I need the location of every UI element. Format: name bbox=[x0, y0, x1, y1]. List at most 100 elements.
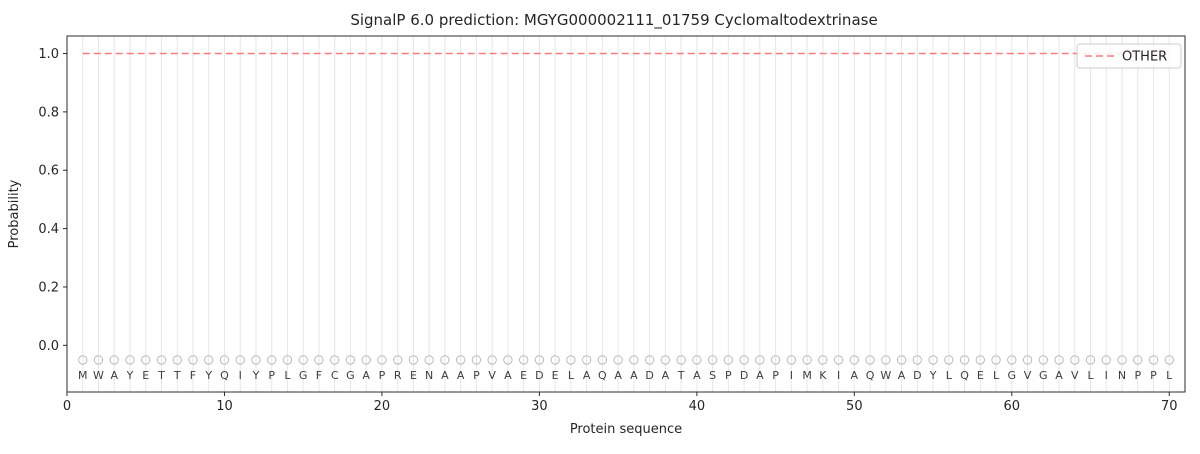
y-tick-label: 0.2 bbox=[38, 280, 59, 295]
residue-letter: A bbox=[630, 369, 638, 382]
residue-letter: D bbox=[913, 369, 921, 382]
residue-letter: A bbox=[851, 369, 859, 382]
residue-letter: G bbox=[299, 369, 308, 382]
residue-marker-circle bbox=[1164, 355, 1174, 365]
residue-letter: A bbox=[362, 369, 370, 382]
x-tick-label: 40 bbox=[689, 399, 706, 414]
residue-marker-circle bbox=[975, 355, 985, 365]
residue-marker-circle bbox=[455, 355, 466, 365]
x-axis-ticks: 0 10 20 30 40 50 60 70 bbox=[63, 392, 1178, 414]
residue-letter: A bbox=[1055, 369, 1063, 382]
residue-letter: E bbox=[520, 369, 527, 382]
residue-letter: I bbox=[1105, 369, 1108, 382]
residue-letter: A bbox=[441, 369, 449, 382]
residue-marker-circle bbox=[267, 355, 277, 365]
residue-letter: A bbox=[693, 369, 701, 382]
y-tick-label: 0.4 bbox=[38, 222, 59, 237]
residue-letter: A bbox=[662, 369, 670, 382]
residue-marker-circle bbox=[440, 355, 450, 365]
residue-marker-circle bbox=[865, 355, 875, 365]
residue-marker-circle bbox=[219, 355, 230, 365]
residue-marker-circle bbox=[1148, 355, 1159, 365]
residue-letter: A bbox=[110, 369, 118, 382]
legend: OTHER bbox=[1076, 43, 1182, 69]
residue-letter: Y bbox=[929, 369, 937, 382]
residue-letter: E bbox=[410, 369, 417, 382]
residue-marker-circle bbox=[613, 355, 623, 365]
y-tick-label: 0.6 bbox=[38, 164, 59, 179]
residue-marker-circle bbox=[676, 355, 686, 365]
residue-marker-circle bbox=[204, 355, 214, 365]
residue-marker-circle bbox=[345, 355, 356, 365]
residue-letter: T bbox=[677, 369, 685, 382]
residue-letter: M bbox=[802, 369, 812, 382]
residue-letter: N bbox=[1118, 369, 1126, 382]
y-axis-ticks: 0.0 0.2 0.4 0.6 0.8 1.0 bbox=[38, 47, 67, 354]
residue-letter: A bbox=[614, 369, 622, 382]
residue-marker-circle bbox=[109, 355, 119, 365]
residue-letter: A bbox=[583, 369, 591, 382]
x-tick-label: 70 bbox=[1161, 399, 1178, 414]
x-axis-label: Protein sequence bbox=[570, 422, 682, 437]
residue-marker-circle bbox=[377, 355, 387, 365]
residue-letter: P bbox=[725, 369, 732, 382]
plot-border bbox=[66, 35, 1186, 393]
residue-marker-circle bbox=[1054, 355, 1064, 365]
residue-marker-circle bbox=[487, 355, 497, 365]
residue-letter: N bbox=[425, 369, 433, 382]
render-layer: 0.00.20.40.60.81.00 10 20 30 40 50 60 70M W A Y E T T… bbox=[38, 36, 1178, 414]
x-tick-label: 30 bbox=[531, 399, 548, 414]
residue-marker-circle bbox=[912, 355, 923, 365]
residue-letter: W bbox=[93, 369, 104, 382]
y-tick-label: 0.0 bbox=[38, 339, 59, 354]
residue-marker-circle bbox=[1117, 355, 1127, 365]
residue-marker-circle bbox=[1133, 355, 1143, 365]
residue-letter: S bbox=[709, 369, 716, 382]
gridlines bbox=[82, 36, 1170, 392]
residue-letter: P bbox=[1134, 369, 1141, 382]
residue-letter: A bbox=[457, 369, 465, 382]
residue-marker-circle bbox=[707, 355, 718, 365]
x-tick-label: 10 bbox=[216, 399, 233, 414]
residue-marker-circle bbox=[93, 355, 104, 365]
x-tick-label: 60 bbox=[1004, 399, 1021, 414]
residue-marker-circle bbox=[251, 355, 261, 365]
x-tick-label: 20 bbox=[374, 399, 391, 414]
y-axis-label: Probability bbox=[7, 179, 22, 248]
residue-letter: T bbox=[157, 369, 165, 382]
residue-letter: P bbox=[379, 369, 386, 382]
residue-letter: E bbox=[552, 369, 559, 382]
residue-letter: T bbox=[173, 369, 181, 382]
residue-letter: G bbox=[1039, 369, 1048, 382]
residue-marker-circle bbox=[298, 355, 308, 365]
residue-marker-circle bbox=[408, 355, 419, 365]
residue-letter: Q bbox=[866, 369, 875, 382]
residue-marker-circle bbox=[125, 355, 135, 365]
residue-marker-circle bbox=[518, 355, 529, 365]
residue-letter: L bbox=[1166, 369, 1173, 382]
residue-letter: Y bbox=[204, 369, 212, 382]
y-tick-label: 0.8 bbox=[38, 105, 59, 120]
residue-marker-circle bbox=[534, 355, 545, 365]
residue-letter: Y bbox=[252, 369, 260, 382]
residue-marker-circle bbox=[1022, 355, 1033, 365]
residue-letter: G bbox=[346, 369, 355, 382]
residue-letter: P bbox=[268, 369, 275, 382]
residue-marker-circle bbox=[361, 355, 371, 365]
residue-marker-circle bbox=[786, 355, 797, 365]
residue-letter: L bbox=[568, 369, 575, 382]
residue-marker-circle bbox=[944, 355, 954, 365]
residue-marker-circle bbox=[1101, 355, 1111, 365]
residue-letter: V bbox=[1071, 369, 1079, 382]
residue-marker-circle bbox=[550, 355, 560, 365]
residue-marker-circle bbox=[188, 355, 198, 365]
residue-marker-circle bbox=[802, 355, 812, 365]
x-tick-label: 0 bbox=[63, 399, 71, 414]
residue-marker-circle bbox=[833, 355, 844, 365]
residue-marker-circle bbox=[818, 355, 828, 365]
residue-letter: E bbox=[142, 369, 149, 382]
residue-markers bbox=[78, 355, 1174, 365]
residue-marker-circle bbox=[156, 355, 167, 365]
residue-marker-circle bbox=[770, 355, 781, 365]
